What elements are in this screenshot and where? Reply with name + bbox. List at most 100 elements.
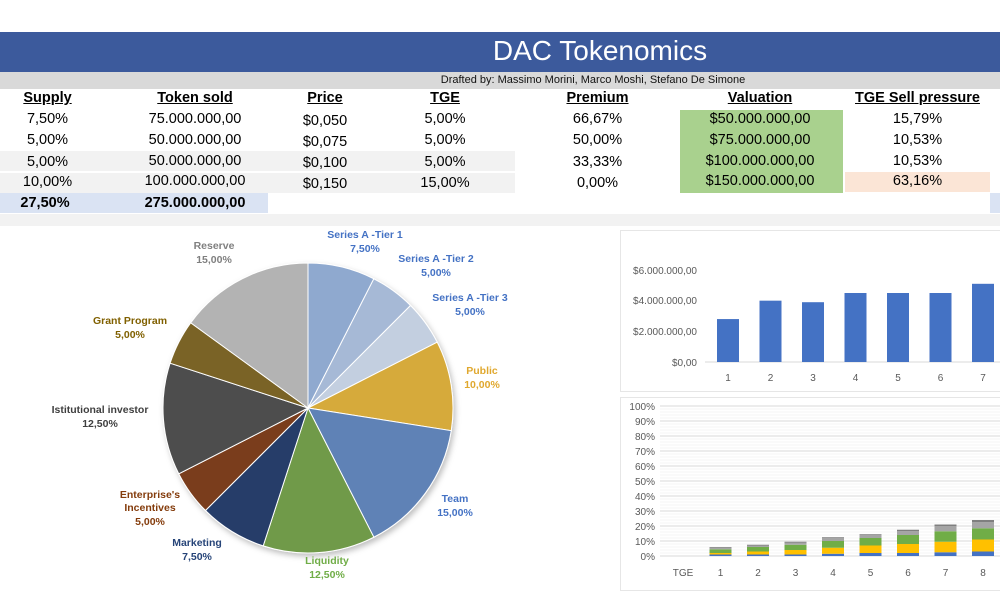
valuation-bar-chart[interactable]: $6.000.000,00 $4.000.000,00 $2.000.000,00 $… [620,230,1000,390]
stacked-bar-segment[interactable] [934,524,957,527]
stacked-bar-segment[interactable] [897,544,919,553]
total-row-bg-right [990,193,1000,213]
stacked-bar-segment[interactable] [784,541,807,543]
stacked-bar-segment[interactable] [709,547,732,550]
stacked-bar-segment[interactable] [972,520,994,523]
valuation-cell[interactable]: $75.000.000,00 [709,132,811,148]
stacked-bar-segment[interactable] [784,542,807,545]
supply-cell[interactable]: 5,00% [26,154,69,170]
stacked-bar-segment[interactable] [822,553,844,556]
section-divider [0,214,1000,226]
pie-slice[interactable] [307,407,452,538]
tge-cell[interactable]: 5,00% [424,154,466,170]
bar[interactable] [844,293,867,362]
stacked-bar-segment[interactable] [822,547,844,554]
stacked-bar-segment[interactable] [747,544,769,546]
release-stacked-bar-chart[interactable]: 100% 90% 80% 70% 60% 50% 40% 30% 20% 10% 0% TGE 1 2 3 4… [620,397,1000,589]
stacked-bar-segment[interactable] [859,553,882,556]
token-sold-cell[interactable]: 100.000.000,00 [144,173,246,189]
price-cell[interactable]: $0,050 [302,113,348,129]
stacked-bar-segment[interactable] [897,535,919,544]
release-stacked-panel [620,397,1000,591]
stacked-bar-segment[interactable] [859,538,882,546]
pie-slice[interactable] [162,362,310,475]
pie-slice[interactable] [306,341,454,432]
token-sold-cell[interactable]: 50.000.000,00 [148,132,242,148]
x-tick-label: 2 [768,373,774,384]
token-sold-cell[interactable]: 75.000.000,00 [148,111,242,127]
stacked-bar-segment[interactable] [972,522,994,529]
stacked-bar-segment[interactable] [934,552,957,556]
tge-cell[interactable]: 5,00% [424,111,466,127]
price-cell[interactable]: $0,150 [302,176,348,192]
pie-label: Reserve 15,00% [194,240,235,266]
allocation-pie-chart[interactable]: Series A -Tier 1 7,50%Series A -Tier 2 5,0… [0,226,610,589]
stacked-bar-segment[interactable] [859,535,882,538]
stacked-bar-segment[interactable] [897,531,919,535]
valuation-cell[interactable]: $150.000.000,00 [705,173,815,189]
stacked-bar-segment[interactable] [709,547,732,548]
x-tick-label: 4 [830,568,836,579]
bar[interactable] [802,302,824,362]
total-row-bg [0,193,268,213]
total-supply[interactable]: 27,50% [20,195,70,211]
stacked-bar-segment[interactable] [784,550,807,555]
stacked-bar-segment[interactable] [747,545,769,548]
valuation-cell[interactable]: $100.000.000,00 [705,153,815,169]
stacked-bar-segment[interactable] [934,541,957,553]
pie-slice[interactable] [262,406,375,554]
y-tick-label: 100% [629,402,655,413]
sell-pressure-cell[interactable]: 10,53% [892,132,943,148]
premium-cell[interactable]: 50,00% [572,132,623,148]
stacked-bar-segment[interactable] [784,544,807,550]
valuation-cell[interactable]: $50.000.000,00 [709,111,811,127]
stacked-bar-segment[interactable] [709,554,732,557]
premium-cell[interactable]: 33,33% [572,154,623,170]
y-tick-label: 90% [635,417,655,428]
supply-cell[interactable]: 5,00% [26,132,69,148]
stacked-bar-segment[interactable] [747,554,769,557]
stacked-bar-segment[interactable] [972,528,994,540]
drafted-by: Drafted by: Massimo Morini, Marco Moshi,… [0,72,1000,89]
header-token-sold: Token sold [157,90,233,106]
price-cell[interactable]: $0,100 [302,155,348,171]
stacked-bar-segment[interactable] [784,554,807,557]
stacked-bar-segment[interactable] [822,541,844,548]
tge-cell[interactable]: 5,00% [424,132,466,148]
sell-pressure-cell[interactable]: 10,53% [892,153,943,169]
bar[interactable] [887,293,909,362]
stacked-bar-segment[interactable] [747,547,769,552]
supply-cell[interactable]: 10,00% [22,174,73,190]
pie-slice[interactable] [189,262,309,409]
y-tick-label: $6.000.000,00 [633,266,697,277]
token-sold-cell[interactable]: 50.000.000,00 [148,153,242,169]
stacked-bar-segment[interactable] [709,549,732,553]
stacked-bar-segment[interactable] [709,553,732,555]
supply-cell[interactable]: 7,50% [26,111,69,127]
bar[interactable] [972,283,994,362]
header-tge: TGE [430,90,460,106]
premium-cell[interactable]: 0,00% [576,175,619,191]
stacked-bar-segment[interactable] [972,551,994,557]
bar[interactable] [759,300,782,362]
stacked-bar-segment[interactable] [934,526,957,532]
bar[interactable] [929,293,952,362]
tge-cell[interactable]: 15,00% [420,175,470,191]
stacked-bar-segment[interactable] [934,531,957,542]
bar[interactable] [717,319,739,362]
stacked-bar-segment[interactable] [972,539,994,552]
price-cell[interactable]: $0,075 [302,134,348,150]
sell-pressure-cell[interactable]: 63,16% [892,173,943,189]
stacked-bar-segment[interactable] [859,534,882,535]
total-token-sold[interactable]: 275.000.000,00 [144,195,246,211]
stacked-bar-segment[interactable] [747,551,769,555]
premium-cell[interactable]: 66,67% [572,111,623,127]
stacked-bar-segment[interactable] [822,538,844,541]
stacked-bar-segment[interactable] [859,545,882,554]
row-background [0,151,515,171]
stacked-bar-segment[interactable] [897,529,919,532]
sell-pressure-cell[interactable]: 15,79% [892,111,943,127]
stacked-bar-segment[interactable] [897,553,919,556]
stacked-bar-segment[interactable] [822,537,844,538]
header-supply: Supply [23,90,72,106]
